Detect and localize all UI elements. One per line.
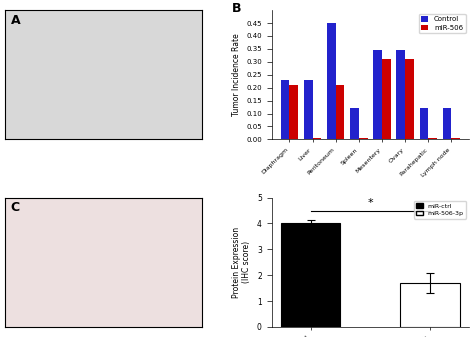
Bar xyxy=(281,80,289,140)
Bar xyxy=(359,138,368,140)
Bar xyxy=(281,223,340,327)
Y-axis label: Tumor Incidence Rate: Tumor Incidence Rate xyxy=(232,33,241,116)
Bar xyxy=(373,50,382,140)
Bar xyxy=(451,138,460,140)
Bar xyxy=(428,138,437,140)
Bar xyxy=(350,109,359,140)
Text: B: B xyxy=(232,2,242,16)
Text: *: * xyxy=(368,198,373,208)
Legend: miR-ctrl, miR-506-3p: miR-ctrl, miR-506-3p xyxy=(414,201,466,219)
Bar xyxy=(312,138,321,140)
Text: A: A xyxy=(11,14,20,27)
Bar xyxy=(419,109,428,140)
Legend: Control, miR-506: Control, miR-506 xyxy=(419,13,466,33)
Y-axis label: Protein Expression
(IHC score): Protein Expression (IHC score) xyxy=(232,227,251,298)
Bar xyxy=(289,85,298,140)
Bar xyxy=(405,59,414,140)
Bar xyxy=(327,23,336,140)
Bar xyxy=(382,59,391,140)
Text: C: C xyxy=(11,202,20,214)
Bar xyxy=(401,283,460,327)
Bar xyxy=(396,50,405,140)
Bar xyxy=(443,109,451,140)
Bar xyxy=(304,80,312,140)
Bar xyxy=(336,85,345,140)
